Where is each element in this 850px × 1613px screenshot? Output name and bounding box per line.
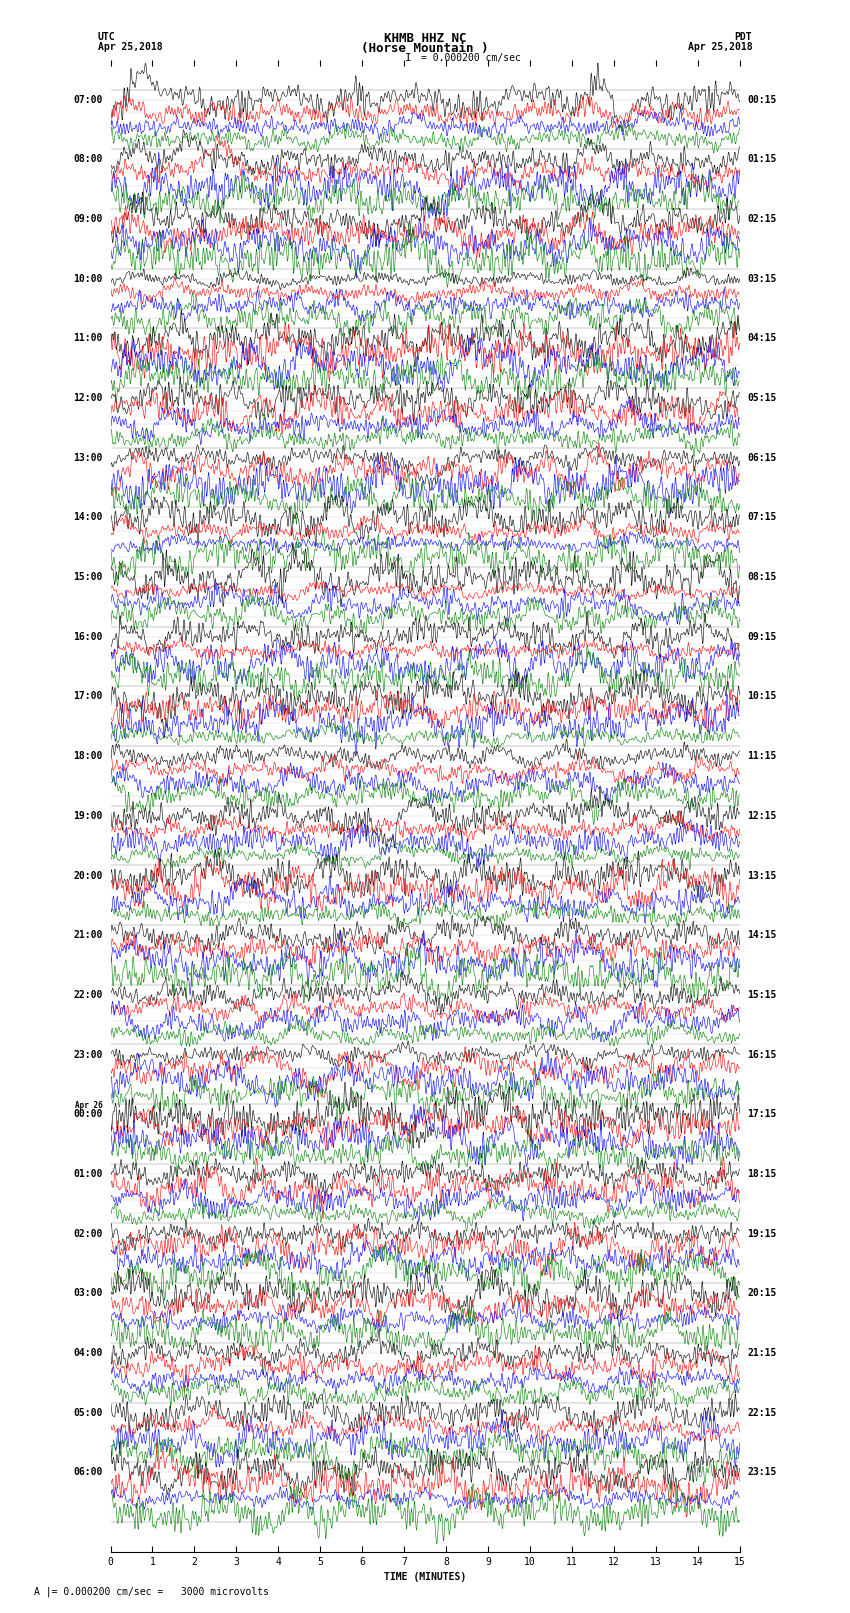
Text: 10:15: 10:15	[747, 692, 776, 702]
Text: 21:15: 21:15	[747, 1348, 776, 1358]
Text: 13:00: 13:00	[74, 453, 103, 463]
Text: (Horse Mountain ): (Horse Mountain )	[361, 42, 489, 55]
Text: 04:15: 04:15	[747, 334, 776, 344]
Text: 12:15: 12:15	[747, 811, 776, 821]
Text: 06:15: 06:15	[747, 453, 776, 463]
Text: 00:00: 00:00	[74, 1110, 103, 1119]
Text: 18:15: 18:15	[747, 1169, 776, 1179]
Text: 16:15: 16:15	[747, 1050, 776, 1060]
Text: 08:15: 08:15	[747, 573, 776, 582]
Text: 14:15: 14:15	[747, 931, 776, 940]
Text: 08:00: 08:00	[74, 155, 103, 165]
Text: 03:00: 03:00	[74, 1289, 103, 1298]
Text: 15:15: 15:15	[747, 990, 776, 1000]
Text: 10:00: 10:00	[74, 274, 103, 284]
Text: 00:15: 00:15	[747, 95, 776, 105]
Text: 01:15: 01:15	[747, 155, 776, 165]
Text: Apr 26: Apr 26	[75, 1100, 103, 1110]
Text: 21:00: 21:00	[74, 931, 103, 940]
Text: Apr 25,2018: Apr 25,2018	[98, 42, 162, 52]
Text: KHMB HHZ NC: KHMB HHZ NC	[383, 32, 467, 45]
Text: 05:15: 05:15	[747, 394, 776, 403]
Text: PDT: PDT	[734, 32, 752, 42]
Text: UTC: UTC	[98, 32, 116, 42]
Text: 11:15: 11:15	[747, 752, 776, 761]
Text: 19:15: 19:15	[747, 1229, 776, 1239]
Text: 02:15: 02:15	[747, 215, 776, 224]
Text: 02:00: 02:00	[74, 1229, 103, 1239]
Text: 14:00: 14:00	[74, 513, 103, 523]
Text: I: I	[405, 53, 411, 63]
Text: 20:00: 20:00	[74, 871, 103, 881]
Text: 20:15: 20:15	[747, 1289, 776, 1298]
Text: 17:00: 17:00	[74, 692, 103, 702]
Text: A |= 0.000200 cm/sec =   3000 microvolts: A |= 0.000200 cm/sec = 3000 microvolts	[34, 1586, 269, 1597]
Text: 07:15: 07:15	[747, 513, 776, 523]
Text: 18:00: 18:00	[74, 752, 103, 761]
Text: 07:00: 07:00	[74, 95, 103, 105]
Text: 01:00: 01:00	[74, 1169, 103, 1179]
Text: 23:00: 23:00	[74, 1050, 103, 1060]
Text: 03:15: 03:15	[747, 274, 776, 284]
Text: 22:00: 22:00	[74, 990, 103, 1000]
Text: 09:00: 09:00	[74, 215, 103, 224]
Text: 22:15: 22:15	[747, 1408, 776, 1418]
Text: 23:15: 23:15	[747, 1468, 776, 1478]
Text: 09:15: 09:15	[747, 632, 776, 642]
Text: 04:00: 04:00	[74, 1348, 103, 1358]
Text: Apr 25,2018: Apr 25,2018	[688, 42, 752, 52]
Text: 06:00: 06:00	[74, 1468, 103, 1478]
Text: 12:00: 12:00	[74, 394, 103, 403]
Text: 16:00: 16:00	[74, 632, 103, 642]
Text: 13:15: 13:15	[747, 871, 776, 881]
Text: = 0.000200 cm/sec: = 0.000200 cm/sec	[421, 53, 520, 63]
Text: 17:15: 17:15	[747, 1110, 776, 1119]
Text: 15:00: 15:00	[74, 573, 103, 582]
Text: 11:00: 11:00	[74, 334, 103, 344]
X-axis label: TIME (MINUTES): TIME (MINUTES)	[384, 1573, 466, 1582]
Text: 05:00: 05:00	[74, 1408, 103, 1418]
Text: 19:00: 19:00	[74, 811, 103, 821]
